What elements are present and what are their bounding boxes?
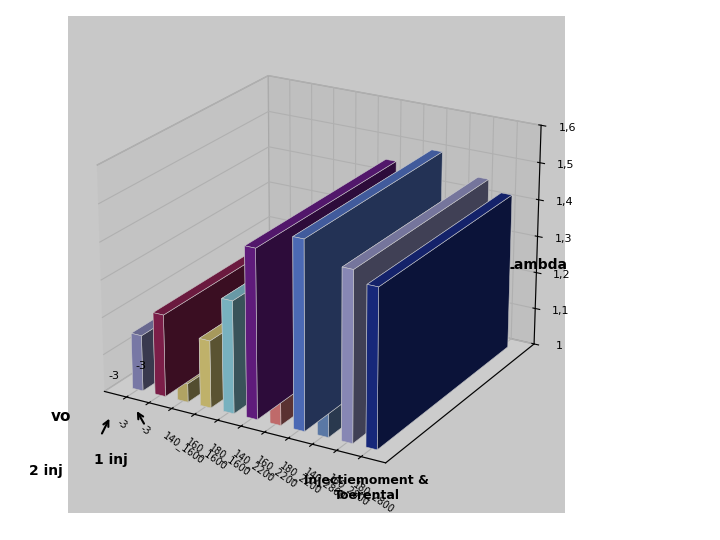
Text: -3: -3 — [135, 361, 146, 371]
Text: 1 inj: 1 inj — [94, 454, 127, 468]
Text: -3: -3 — [108, 371, 119, 381]
Text: 2 inj: 2 inj — [29, 464, 63, 478]
Text: Injectiemoment &
Toerental: Injectiemoment & Toerental — [304, 474, 429, 502]
Text: Lambda: Lambda — [505, 258, 567, 272]
Text: vo: vo — [50, 409, 71, 424]
